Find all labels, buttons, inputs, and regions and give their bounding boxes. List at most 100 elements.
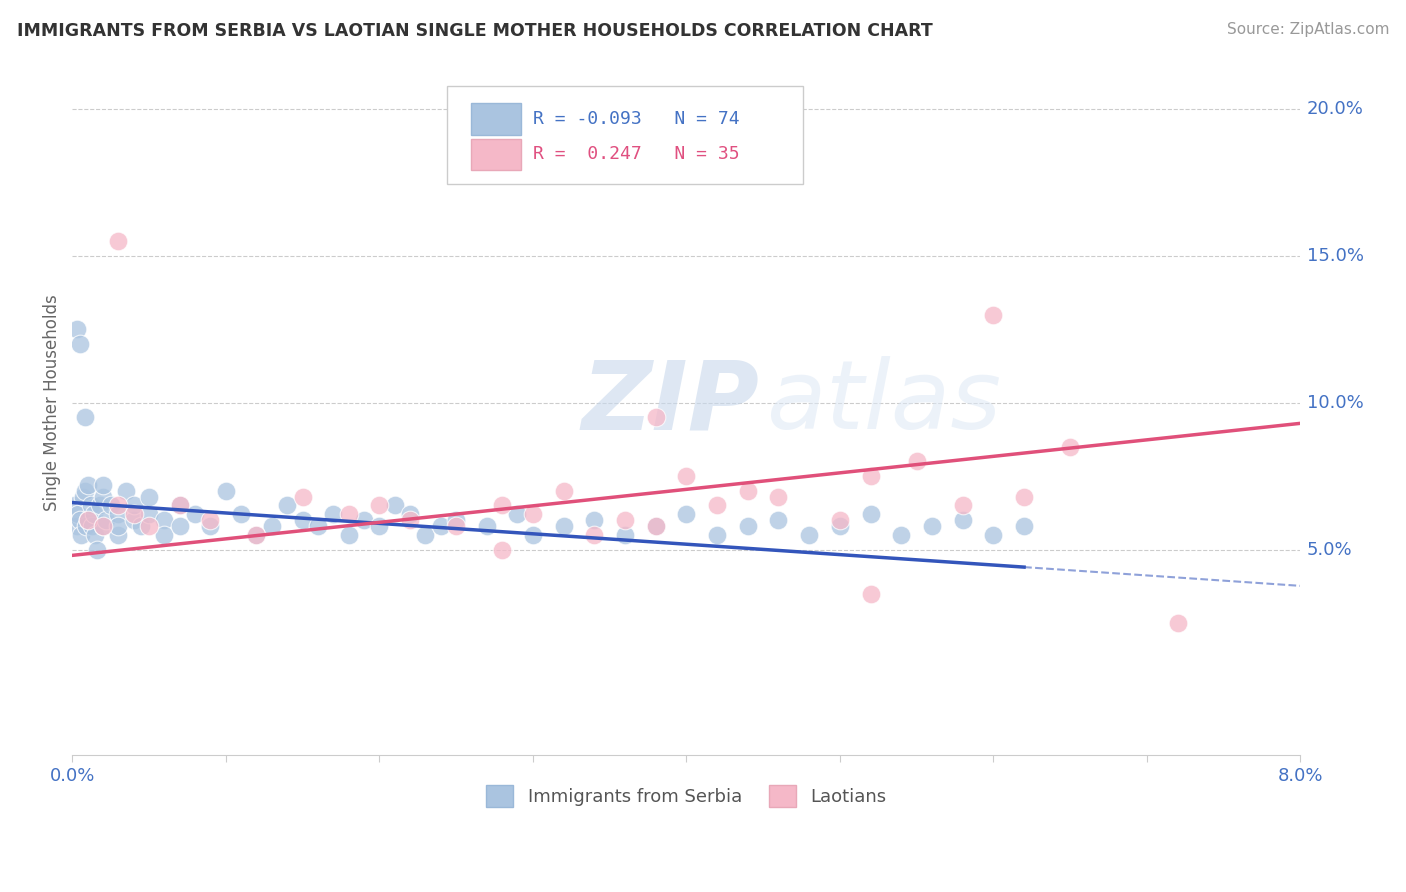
Point [69, 513, 91, 527]
Point [107, 519, 129, 533]
Point [70, 528, 93, 542]
Point [644, 519, 666, 533]
Point [291, 490, 314, 504]
Text: 5.0%: 5.0% [1306, 541, 1353, 558]
Point [131, 519, 153, 533]
Point [307, 519, 329, 533]
Point [200, 519, 222, 533]
Point [82, 519, 104, 533]
Point [122, 513, 145, 527]
Point [169, 499, 191, 513]
FancyBboxPatch shape [447, 86, 803, 185]
Point [444, 513, 467, 527]
Point [215, 483, 238, 498]
Point [859, 586, 882, 600]
Point [73, 483, 96, 498]
Point [91, 478, 114, 492]
Point [368, 519, 391, 533]
Point [644, 410, 666, 425]
Point [91, 519, 114, 533]
Point [506, 508, 529, 522]
Point [368, 499, 391, 513]
Text: R =  0.247   N = 35: R = 0.247 N = 35 [533, 145, 740, 163]
Point [675, 508, 697, 522]
Point [491, 542, 513, 557]
Point [153, 528, 176, 542]
Point [86, 542, 108, 557]
Point [384, 499, 406, 513]
Point [737, 483, 759, 498]
Point [399, 513, 422, 527]
Point [107, 235, 129, 249]
Point [229, 508, 252, 522]
Point [91, 490, 114, 504]
Point [91, 519, 114, 533]
Point [153, 513, 176, 527]
Point [583, 513, 606, 527]
Text: 20.0%: 20.0% [1306, 101, 1364, 119]
Point [79, 499, 101, 513]
Point [107, 508, 129, 522]
Point [828, 513, 851, 527]
Point [100, 499, 122, 513]
Point [245, 528, 267, 542]
Text: 15.0%: 15.0% [1306, 247, 1364, 265]
Point [613, 528, 636, 542]
Point [952, 513, 974, 527]
Point [983, 308, 1005, 322]
Point [1059, 440, 1081, 454]
Point [184, 508, 207, 522]
Point [429, 519, 451, 533]
Text: Source: ZipAtlas.com: Source: ZipAtlas.com [1226, 22, 1389, 37]
Point [276, 499, 298, 513]
Point [890, 528, 912, 542]
Point [66, 519, 89, 533]
Point [291, 513, 314, 527]
Point [768, 513, 790, 527]
FancyBboxPatch shape [471, 139, 520, 170]
Point [337, 508, 360, 522]
Point [706, 499, 728, 513]
Point [706, 528, 728, 542]
Point [245, 528, 267, 542]
Point [138, 508, 160, 522]
Point [553, 483, 575, 498]
Text: R = -0.093   N = 74: R = -0.093 N = 74 [533, 110, 740, 128]
Point [859, 508, 882, 522]
Point [169, 499, 191, 513]
Point [169, 519, 191, 533]
Point [921, 519, 943, 533]
Point [67, 508, 90, 522]
Point [905, 454, 928, 468]
Text: ZIP: ZIP [582, 356, 759, 450]
Point [75, 519, 97, 533]
Point [115, 483, 138, 498]
Point [415, 528, 437, 542]
Text: atlas: atlas [766, 356, 1001, 450]
Point [89, 499, 111, 513]
Point [122, 508, 145, 522]
Point [983, 528, 1005, 542]
Legend: Immigrants from Serbia, Laotians: Immigrants from Serbia, Laotians [477, 776, 896, 816]
Point [797, 528, 820, 542]
Point [444, 519, 467, 533]
Point [83, 508, 105, 522]
Point [138, 519, 160, 533]
Point [353, 513, 375, 527]
Point [107, 528, 129, 542]
Point [138, 490, 160, 504]
Point [952, 499, 974, 513]
Point [675, 469, 697, 483]
Point [73, 410, 96, 425]
Point [322, 508, 344, 522]
Point [107, 499, 129, 513]
Point [522, 528, 544, 542]
Point [94, 513, 117, 527]
Point [1167, 615, 1189, 630]
Point [491, 499, 513, 513]
Point [553, 519, 575, 533]
Point [76, 513, 98, 527]
Point [200, 513, 222, 527]
Point [737, 519, 759, 533]
Point [76, 513, 98, 527]
